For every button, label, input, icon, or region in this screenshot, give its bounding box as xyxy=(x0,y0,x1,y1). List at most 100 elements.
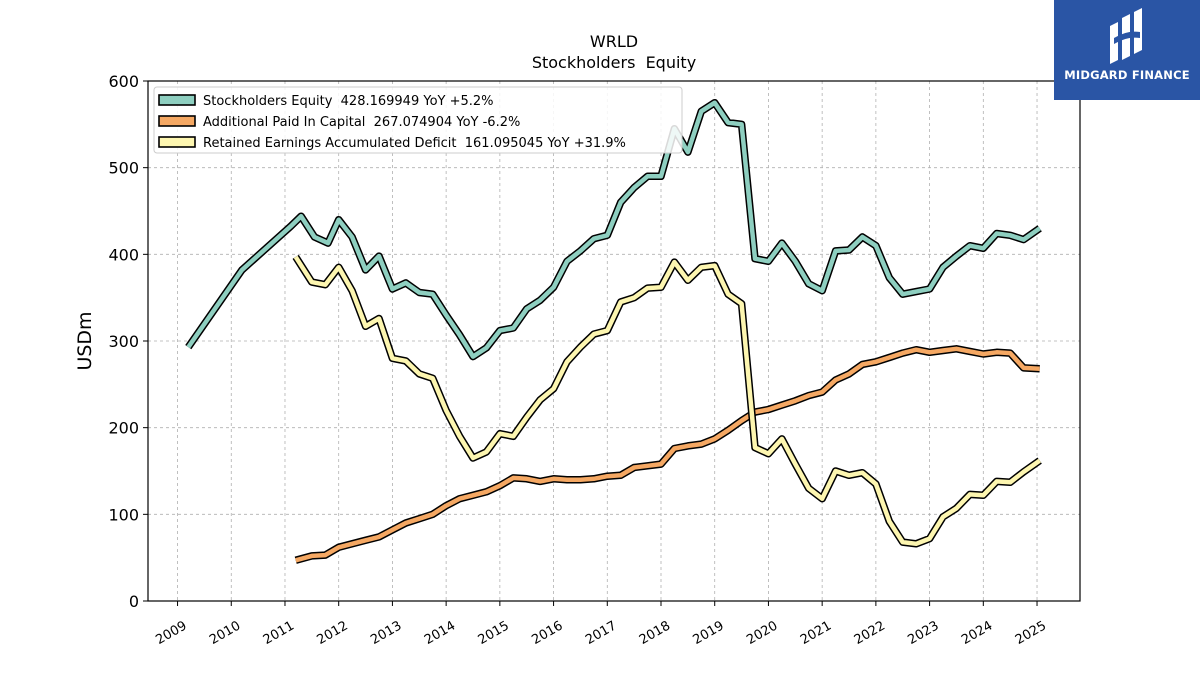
x-tick-label: 2013 xyxy=(368,618,404,648)
data-point xyxy=(701,267,702,268)
data-point xyxy=(540,399,541,400)
data-point xyxy=(513,477,514,478)
data-point xyxy=(405,282,406,283)
data-point xyxy=(295,560,296,561)
data-point xyxy=(1039,228,1040,229)
x-tick-label: 2017 xyxy=(583,618,619,648)
data-point xyxy=(620,302,621,303)
data-point xyxy=(755,258,756,259)
data-point xyxy=(607,235,608,236)
data-point xyxy=(661,176,662,177)
data-point xyxy=(983,248,984,249)
series-line xyxy=(295,346,1040,563)
data-point xyxy=(593,334,594,335)
x-axis: 2009 2010 2011 2012 2013 2014 2015 2016 2017 2018… xyxy=(153,601,1049,648)
data-point xyxy=(701,444,702,445)
data-point xyxy=(889,521,890,522)
data-point xyxy=(311,555,312,556)
data-point xyxy=(741,420,742,421)
data-point xyxy=(929,352,930,353)
data-point xyxy=(499,330,500,331)
data-point xyxy=(969,494,970,495)
data-point xyxy=(379,256,380,257)
data-point xyxy=(188,347,189,348)
data-point xyxy=(446,410,447,411)
data-point xyxy=(473,356,474,357)
data-point xyxy=(567,261,568,262)
data-point xyxy=(795,400,796,401)
data-point xyxy=(902,542,903,543)
data-point xyxy=(1023,471,1024,472)
y-tick-label: 200 xyxy=(108,419,139,438)
data-point xyxy=(338,267,339,268)
data-point xyxy=(338,547,339,548)
x-tick-label: 2024 xyxy=(959,618,995,648)
x-tick-label: 2020 xyxy=(744,618,780,648)
data-point xyxy=(956,256,957,257)
x-tick-label: 2010 xyxy=(207,618,243,648)
data-point xyxy=(325,284,326,285)
data-point xyxy=(687,445,688,446)
brand-logo: MIDGARD FINANCE xyxy=(1054,0,1200,100)
legend-box xyxy=(153,86,683,154)
x-tick-label: 2014 xyxy=(422,618,458,648)
data-point xyxy=(242,269,243,270)
series-line-outline xyxy=(292,254,1042,548)
data-point xyxy=(295,256,296,257)
data-point xyxy=(835,380,836,381)
y-axis-label: USDm xyxy=(74,311,96,370)
y-tick-label: 500 xyxy=(108,159,139,178)
data-point xyxy=(647,465,648,466)
data-point xyxy=(795,464,796,465)
data-point xyxy=(620,475,621,476)
y-tick-label: 300 xyxy=(108,332,139,351)
data-point xyxy=(419,373,420,374)
data-point xyxy=(405,523,406,524)
data-point xyxy=(459,436,460,437)
data-point xyxy=(996,481,997,482)
y-tick-label: 100 xyxy=(108,505,139,524)
x-tick-label: 2019 xyxy=(691,618,727,648)
data-point xyxy=(473,458,474,459)
chart-title: WRLD xyxy=(590,32,638,51)
data-point xyxy=(486,491,487,492)
data-point xyxy=(768,261,769,262)
data-point xyxy=(459,334,460,335)
series-0 xyxy=(185,98,1042,361)
data-point xyxy=(687,152,688,153)
data-point xyxy=(1023,367,1024,368)
data-point xyxy=(714,265,715,266)
x-tick-label: 2016 xyxy=(529,618,565,648)
x-tick-label: 2025 xyxy=(1013,618,1049,648)
data-point xyxy=(943,350,944,351)
data-point xyxy=(419,518,420,519)
data-point xyxy=(943,516,944,517)
data-point xyxy=(301,216,302,217)
data-point xyxy=(580,250,581,251)
data-point xyxy=(701,111,702,112)
series-layer xyxy=(185,98,1042,564)
data-point xyxy=(849,250,850,251)
data-point xyxy=(379,318,380,319)
data-point xyxy=(392,289,393,290)
data-point xyxy=(486,347,487,348)
data-point xyxy=(889,277,890,278)
data-point xyxy=(580,479,581,480)
data-point xyxy=(473,495,474,496)
data-point xyxy=(781,243,782,244)
legend-swatch xyxy=(158,136,196,148)
legend-label: Retained Earnings Accumulated Deficit 16… xyxy=(203,136,626,151)
data-point xyxy=(352,237,353,238)
data-point xyxy=(446,315,447,316)
data-point xyxy=(822,392,823,393)
data-point xyxy=(822,290,823,291)
data-point xyxy=(446,505,447,506)
data-point xyxy=(1039,460,1040,461)
series-2 xyxy=(292,254,1042,548)
data-point xyxy=(929,289,930,290)
data-point xyxy=(822,498,823,499)
data-point xyxy=(580,347,581,348)
x-tick-label: 2012 xyxy=(315,618,351,648)
data-point xyxy=(499,485,500,486)
